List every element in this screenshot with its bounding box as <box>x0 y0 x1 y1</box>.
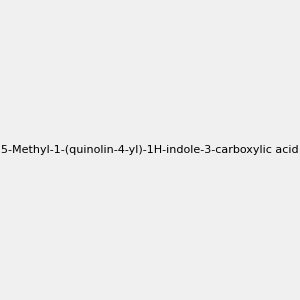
Text: 5-Methyl-1-(quinolin-4-yl)-1H-indole-3-carboxylic acid: 5-Methyl-1-(quinolin-4-yl)-1H-indole-3-c… <box>1 145 299 155</box>
